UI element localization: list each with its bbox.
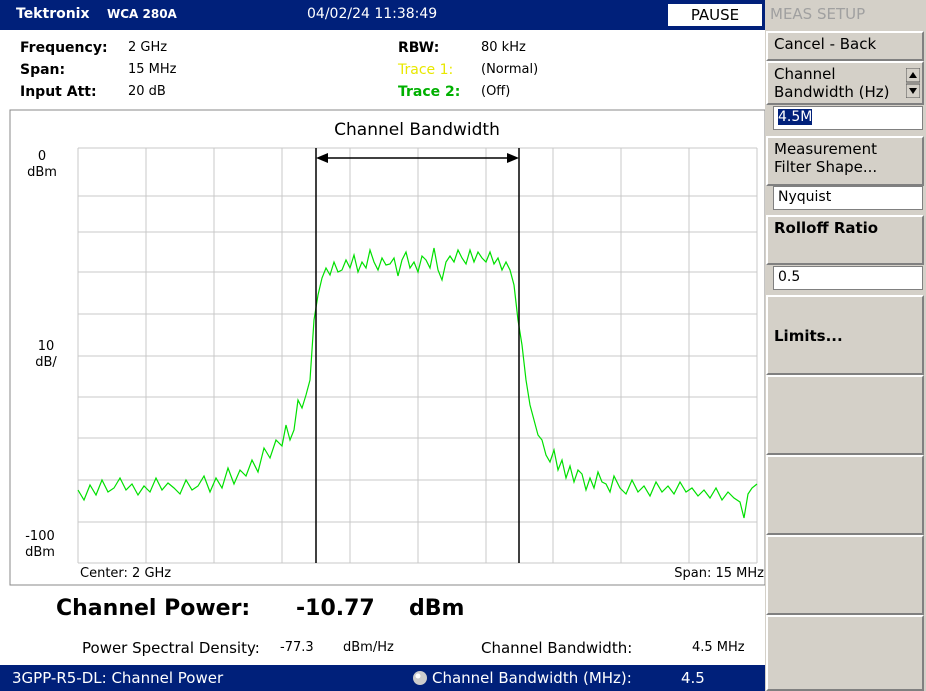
y-label: -100 [25, 529, 55, 544]
cbw-label: Channel Bandwidth: [481, 639, 633, 657]
y-label: dB/ [35, 355, 57, 370]
knob-value: 4.5 [681, 669, 705, 687]
y-label: 0 [38, 149, 46, 164]
channel-bandwidth-input[interactable]: 4.5M [773, 106, 923, 130]
input-text: 4.5M [778, 109, 813, 125]
mode: 3GPP-R5-DL: Channel Power [12, 669, 224, 687]
empty-button[interactable] [766, 535, 924, 615]
filter-shape-button[interactable]: Measurement Filter Shape... [766, 136, 924, 186]
status-button[interactable]: PAUSE [668, 4, 762, 26]
value: 80 kHz [481, 40, 526, 55]
center-label: Center: 2 GHz [80, 566, 171, 581]
plot-frame [9, 109, 766, 586]
label: Input Att: [20, 84, 97, 100]
value: 20 dB [128, 84, 166, 99]
channel-power-value: -10.77 [296, 596, 375, 621]
psd-value: -77.3 [280, 640, 314, 655]
menu-title: MEAS SETUP [770, 5, 866, 23]
label: Frequency: [20, 40, 108, 56]
top-bar [0, 0, 765, 30]
psd-label: Power Spectral Density: [82, 639, 260, 657]
cancel-button[interactable]: Cancel - Back [766, 31, 924, 61]
channel-power-label: Channel Power: [56, 596, 251, 621]
plot-title: Channel Bandwidth [334, 120, 500, 140]
label: Trace 1: [398, 62, 454, 78]
arrow-head [316, 153, 328, 163]
label: RBW: [398, 40, 440, 56]
empty-button[interactable] [766, 615, 924, 691]
knob-icon [413, 671, 427, 685]
value: 15 MHz [128, 62, 177, 77]
label: Span: [20, 62, 66, 78]
arrow-head [507, 153, 519, 163]
status-bar [0, 665, 765, 691]
rolloff-button[interactable]: Rolloff Ratio [766, 215, 924, 265]
psd-unit: dBm/Hz [343, 640, 394, 655]
value: 2 GHz [128, 40, 168, 55]
trace [77, 247, 758, 519]
value: (Normal) [481, 62, 539, 77]
datetime: 04/02/24 11:38:49 [307, 6, 438, 22]
scroll-arrows[interactable] [906, 68, 920, 98]
knob-label: Channel Bandwidth (MHz): [432, 669, 632, 687]
limits-button[interactable]: Limits... [766, 295, 924, 375]
rolloff-input[interactable]: 0.5 [773, 266, 923, 290]
empty-button[interactable] [766, 455, 924, 535]
span-label: Span: 15 MHz [674, 566, 764, 581]
filter-shape-input[interactable]: Nyquist [773, 186, 923, 210]
channel-bandwidth-button[interactable]: Channel Bandwidth (Hz) [766, 61, 924, 105]
label: Trace 2: [398, 84, 461, 100]
plot: Channel Bandwidth 0 dBm 10 dB/ -100 dBm … [9, 109, 766, 586]
value: (Off) [481, 84, 511, 99]
model: WCA 280A [107, 7, 177, 21]
channel-power-unit: dBm [409, 596, 465, 621]
brand: Tektronix [16, 6, 90, 22]
cbw-value: 4.5 MHz [692, 640, 745, 655]
y-label: dBm [25, 545, 55, 560]
y-label: dBm [27, 165, 57, 180]
y-label: 10 [38, 339, 55, 354]
empty-button[interactable] [766, 375, 924, 455]
